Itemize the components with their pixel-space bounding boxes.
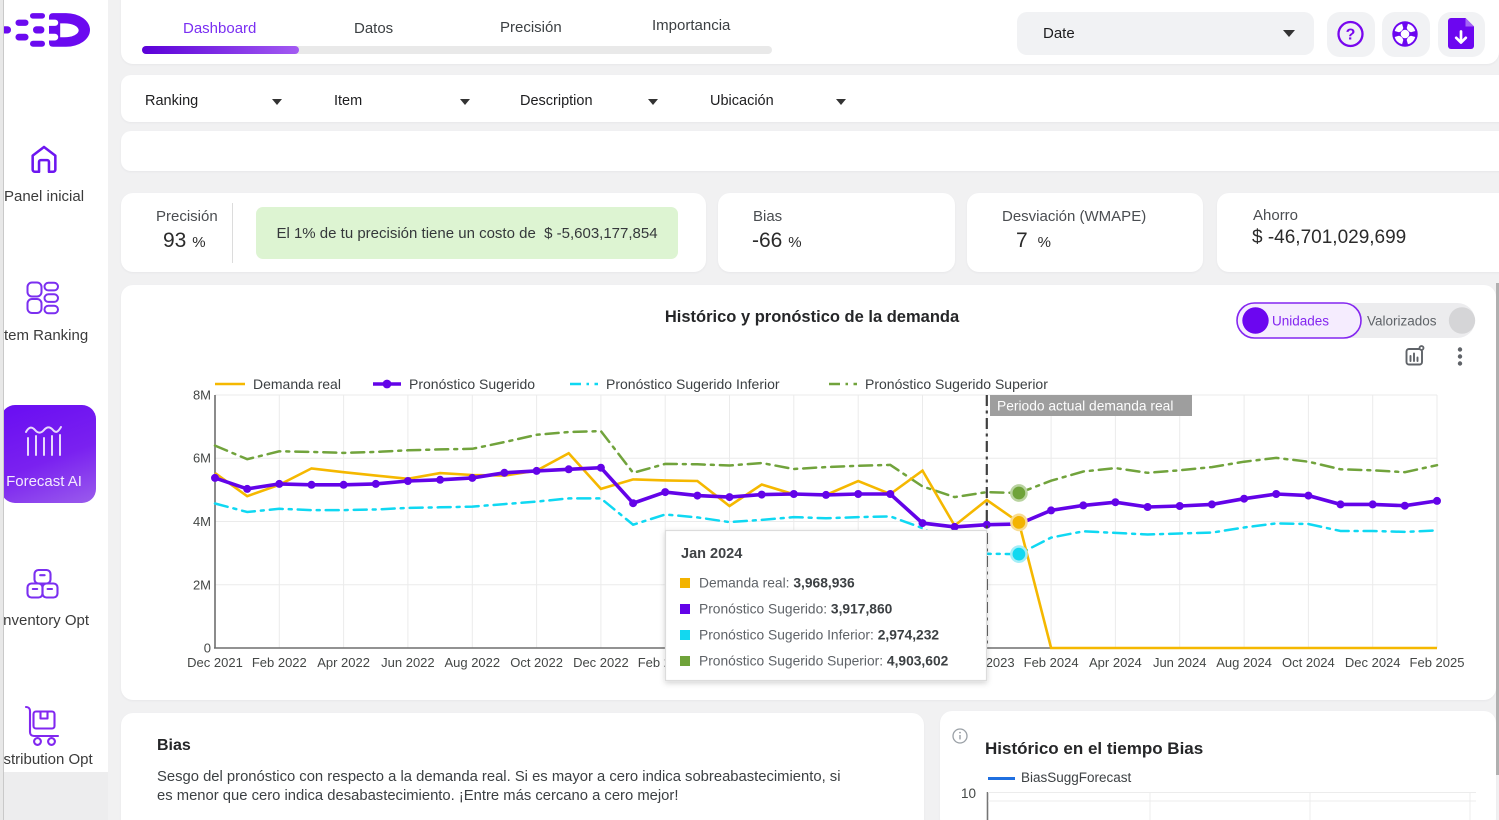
svg-text:Apr 2024: Apr 2024 xyxy=(1089,655,1142,670)
svg-text:Apr 2022: Apr 2022 xyxy=(317,655,370,670)
svg-text:Pronóstico Sugerido Superior: Pronóstico Sugerido Superior xyxy=(865,376,1048,392)
svg-text:?: ? xyxy=(1346,27,1356,44)
svg-text:Aug 2022: Aug 2022 xyxy=(444,655,500,670)
svg-text:Histórico y pronóstico de la d: Histórico y pronóstico de la demanda xyxy=(665,308,960,326)
svg-text:Demanda real: Demanda real xyxy=(253,376,341,392)
svg-text:0: 0 xyxy=(204,641,211,656)
svg-text:Feb 2022: Feb 2022 xyxy=(252,655,307,670)
svg-text:Dec 2022: Dec 2022 xyxy=(573,655,629,670)
svg-text:Jun 2022: Jun 2022 xyxy=(381,655,435,670)
svg-text:Pronóstico Sugerido Superior:: Pronóstico Sugerido Superior: 4,903,602 xyxy=(699,654,949,669)
svg-text:Pronóstico Sugerido: Pronóstico Sugerido xyxy=(409,376,535,392)
svg-text:Aug 2024: Aug 2024 xyxy=(1216,655,1272,670)
svg-text:Periodo actual demanda real: Periodo actual demanda real xyxy=(997,399,1173,414)
svg-text:Oct 2022: Oct 2022 xyxy=(510,655,563,670)
svg-text:Oct 2024: Oct 2024 xyxy=(1282,655,1335,670)
svg-text:Pronóstico Sugerido Inferior: Pronóstico Sugerido Inferior xyxy=(606,376,780,392)
svg-text:6M: 6M xyxy=(193,451,211,466)
svg-text:8M: 8M xyxy=(193,388,211,403)
svg-text:Feb 2024: Feb 2024 xyxy=(1024,655,1079,670)
svg-text:Dec 2021: Dec 2021 xyxy=(187,655,243,670)
svg-text:Jun 2024: Jun 2024 xyxy=(1153,655,1207,670)
svg-text:4M: 4M xyxy=(193,514,211,529)
svg-text:Valorizados: Valorizados xyxy=(1367,314,1437,329)
svg-text:Jan 2024: Jan 2024 xyxy=(681,546,742,562)
svg-text:Demanda real: 3,968,936: Demanda real: 3,968,936 xyxy=(699,576,855,591)
svg-text:Pronóstico Sugerido Inferior:: Pronóstico Sugerido Inferior: 2,974,232 xyxy=(699,628,939,643)
svg-text:Unidades: Unidades xyxy=(1272,314,1329,329)
svg-text:2M: 2M xyxy=(193,577,211,592)
svg-text:Feb 2025: Feb 2025 xyxy=(1410,655,1465,670)
svg-text:Pronóstico Sugerido: 3,917,860: Pronóstico Sugerido: 3,917,860 xyxy=(699,602,893,617)
svg-text:Dec 2024: Dec 2024 xyxy=(1345,655,1401,670)
